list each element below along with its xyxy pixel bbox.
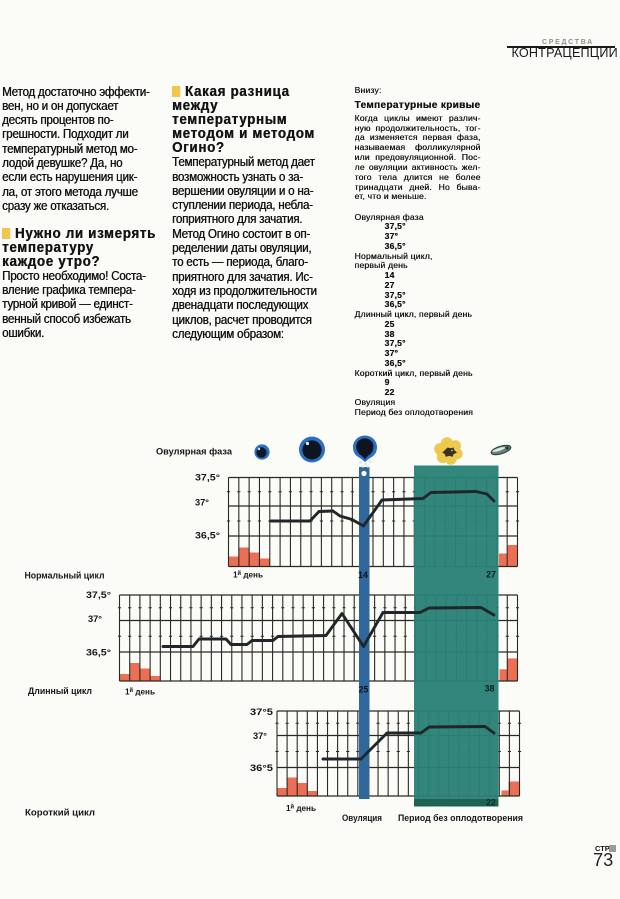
svg-text:Длинный цикл: Длинный цикл (28, 686, 92, 696)
svg-text:14: 14 (358, 570, 368, 580)
svg-text:37°5: 37°5 (250, 707, 273, 717)
svg-text:37°: 37° (195, 498, 209, 508)
svg-text:Овулярная фаза: Овулярная фаза (156, 447, 232, 457)
svg-text:Нормальный цикл: Нормальный цикл (25, 571, 105, 581)
svg-text:27: 27 (486, 570, 496, 580)
svg-text:Короткий цикл: Короткий цикл (25, 808, 95, 818)
svg-text:37°: 37° (253, 731, 267, 741)
svg-text:36,5°: 36,5° (86, 648, 112, 658)
svg-text:36,5°: 36,5° (195, 531, 221, 541)
svg-text:37,5°: 37,5° (195, 473, 221, 483)
svg-text:22: 22 (486, 798, 496, 808)
svg-text:1й день: 1й день (125, 687, 155, 697)
svg-text:37°: 37° (88, 614, 102, 624)
svg-text:1й день: 1й день (233, 570, 263, 580)
svg-text:1й день: 1й день (286, 803, 316, 813)
svg-text:37,5°: 37,5° (86, 590, 112, 600)
svg-text:Период без оплодотворения: Период без оплодотворения (398, 813, 523, 823)
svg-text:38: 38 (485, 684, 495, 694)
svg-text:36°5: 36°5 (250, 763, 273, 773)
svg-text:25: 25 (359, 685, 369, 695)
svg-text:Овуляция: Овуляция (342, 813, 382, 823)
